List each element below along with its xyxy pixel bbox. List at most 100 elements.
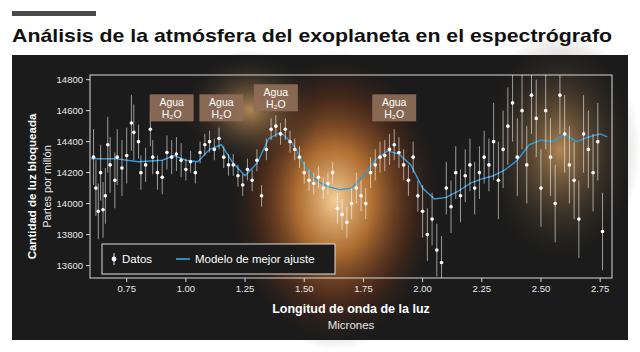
annotation-formula: H₂O bbox=[162, 108, 182, 120]
title-bar bbox=[12, 11, 96, 16]
data-point bbox=[179, 158, 183, 162]
data-point bbox=[430, 217, 434, 221]
y-tick bbox=[86, 79, 90, 80]
y-tick-label: 14400 bbox=[57, 136, 83, 147]
data-point bbox=[317, 175, 321, 179]
data-point bbox=[350, 202, 354, 206]
data-point bbox=[511, 101, 515, 105]
data-point bbox=[165, 151, 169, 155]
data-point bbox=[108, 163, 112, 167]
data-point bbox=[321, 186, 325, 190]
data-point bbox=[539, 186, 543, 190]
data-point bbox=[454, 171, 458, 175]
y-tick-label: 13800 bbox=[57, 229, 83, 240]
data-point bbox=[293, 148, 297, 152]
error-bar bbox=[531, 75, 532, 134]
data-point bbox=[397, 151, 401, 155]
y-tick bbox=[86, 172, 90, 173]
x-axis-title: Longitud de onda de la luz bbox=[272, 302, 430, 316]
y-tick bbox=[86, 265, 90, 266]
data-point bbox=[104, 194, 108, 198]
x-tick-label: 2.00 bbox=[413, 283, 432, 294]
data-point bbox=[534, 117, 538, 121]
data-point bbox=[241, 183, 245, 187]
x-axis-subtitle: Micrones bbox=[328, 319, 375, 331]
y-tick bbox=[86, 203, 90, 204]
data-point bbox=[312, 182, 316, 186]
data-point bbox=[383, 154, 387, 158]
data-point bbox=[369, 171, 373, 175]
data-point bbox=[326, 182, 330, 186]
data-point bbox=[388, 148, 392, 152]
data-point bbox=[260, 194, 264, 198]
x-tick bbox=[540, 278, 541, 282]
x-tick bbox=[600, 278, 601, 282]
y-tick bbox=[86, 110, 90, 111]
data-point bbox=[516, 155, 520, 159]
annotation-box bbox=[372, 94, 416, 121]
data-point bbox=[132, 131, 136, 135]
data-point bbox=[440, 261, 444, 265]
data-point bbox=[449, 205, 453, 209]
x-tick-label: 2.50 bbox=[532, 283, 551, 294]
data-point bbox=[478, 171, 482, 175]
data-point bbox=[269, 127, 273, 131]
legend-label: Datos bbox=[122, 253, 152, 265]
data-point bbox=[378, 155, 382, 159]
annotation-formula: H₂O bbox=[384, 108, 404, 120]
data-point bbox=[392, 143, 396, 147]
x-tick bbox=[185, 278, 186, 282]
data-point bbox=[151, 155, 155, 159]
data-point bbox=[99, 171, 103, 175]
annotation-formula: H₂O bbox=[266, 98, 286, 110]
data-point bbox=[553, 202, 557, 206]
y-tick-label: 14200 bbox=[57, 167, 83, 178]
y-tick-label: 14800 bbox=[57, 74, 83, 85]
x-tick-label: 2.25 bbox=[473, 283, 492, 294]
data-point bbox=[250, 179, 254, 183]
data-point bbox=[101, 208, 105, 212]
data-point bbox=[577, 217, 581, 221]
data-point bbox=[355, 186, 359, 190]
annotation-formula: H₂O bbox=[211, 108, 231, 120]
y-tick-label: 14000 bbox=[57, 198, 83, 209]
data-point bbox=[217, 137, 221, 141]
data-point bbox=[497, 179, 501, 183]
data-point bbox=[364, 202, 368, 206]
data-point bbox=[94, 186, 98, 190]
data-point bbox=[601, 230, 605, 234]
data-point bbox=[255, 158, 259, 162]
data-point bbox=[160, 175, 164, 179]
annotation-text: Agua bbox=[382, 96, 407, 108]
data-point bbox=[591, 171, 595, 175]
chart-svg: Análisis de la atmósfera del exoplaneta … bbox=[0, 0, 640, 352]
legend: DatosModelo de mejor ajuste bbox=[102, 244, 335, 274]
data-point bbox=[120, 166, 124, 170]
error-bar bbox=[441, 236, 442, 278]
x-tick bbox=[304, 278, 305, 282]
data-point bbox=[130, 121, 134, 125]
data-point bbox=[231, 163, 235, 167]
annotation-text: Agua bbox=[159, 96, 184, 108]
data-point bbox=[208, 140, 212, 144]
title: Análisis de la atmósfera del exoplaneta … bbox=[12, 25, 612, 46]
data-point bbox=[416, 194, 420, 198]
annotation-text: Agua bbox=[264, 86, 289, 98]
data-point bbox=[222, 155, 226, 159]
data-point bbox=[175, 152, 179, 156]
annotation-text: Agua bbox=[209, 96, 234, 108]
x-tick-label: 1.50 bbox=[295, 283, 314, 294]
data-point bbox=[274, 124, 278, 128]
data-point bbox=[144, 163, 148, 167]
data-group bbox=[91, 75, 607, 278]
data-point bbox=[227, 163, 231, 167]
data-point bbox=[459, 194, 463, 198]
x-tick bbox=[126, 278, 127, 282]
data-point bbox=[473, 186, 477, 190]
data-point bbox=[530, 93, 534, 97]
data-point bbox=[203, 143, 207, 147]
x-tick-label: 1.75 bbox=[354, 283, 373, 294]
x-tick bbox=[363, 278, 364, 282]
data-point bbox=[125, 154, 129, 158]
data-point bbox=[198, 151, 202, 155]
